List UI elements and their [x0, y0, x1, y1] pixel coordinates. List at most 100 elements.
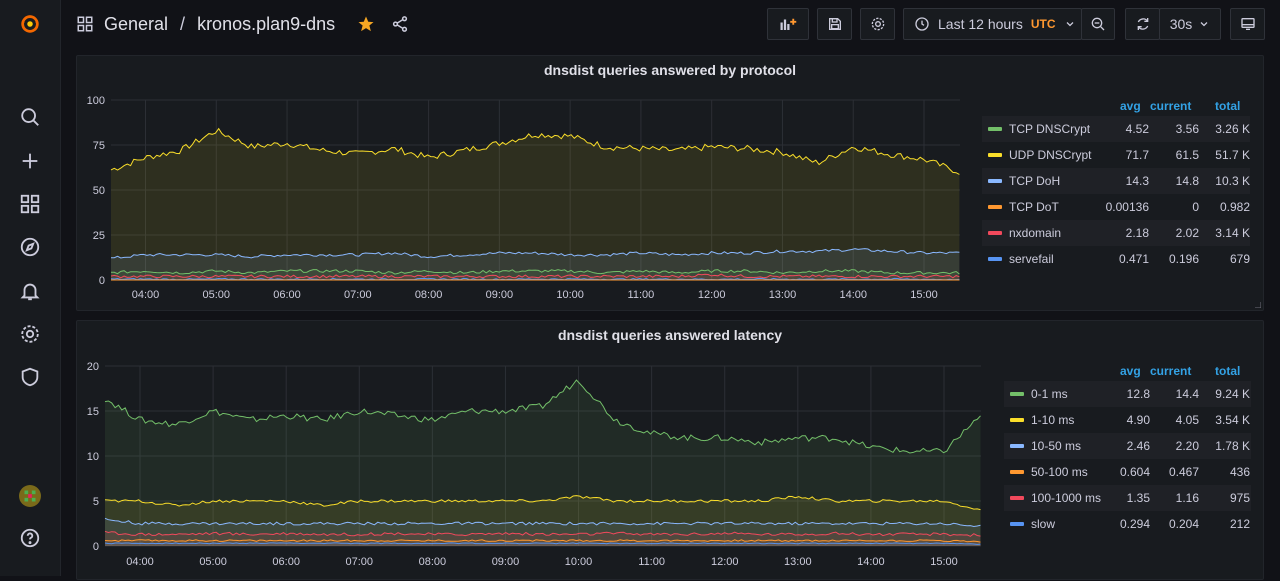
legend-row[interactable]: 50-100 ms 0.604 0.467 436 [1004, 459, 1251, 485]
legend-total-value: 3.54 K [1215, 413, 1250, 427]
add-panel-button[interactable] [767, 8, 809, 40]
legend-series-name[interactable]: servefail [1009, 252, 1054, 266]
legend: avg current total TCP DNSCrypt 4.52 3.56 3.… [982, 99, 1252, 279]
refresh-interval-picker[interactable]: 30s [1159, 8, 1221, 40]
legend-swatch[interactable] [1010, 496, 1024, 500]
legend-swatch[interactable] [1010, 522, 1024, 526]
alerting-icon[interactable] [0, 271, 60, 311]
dashboard-settings-button[interactable] [860, 8, 895, 40]
legend-row[interactable]: 0-1 ms 12.8 14.4 9.24 K [1004, 381, 1251, 407]
legend-current-value: 14.8 [1175, 174, 1199, 188]
share-icon[interactable] [391, 15, 409, 33]
plus-icon[interactable] [0, 141, 60, 181]
legend-swatch[interactable] [988, 231, 1002, 235]
series-line[interactable] [110, 273, 960, 279]
series-line[interactable] [111, 248, 960, 259]
help-icon[interactable] [0, 518, 60, 558]
legend-swatch[interactable] [988, 127, 1002, 131]
legend-total-value: 3.14 K [1215, 226, 1250, 240]
legend-swatch[interactable] [1010, 392, 1024, 396]
refresh-button[interactable] [1125, 8, 1160, 40]
legend-series-name[interactable]: 10-50 ms [1031, 439, 1082, 453]
legend-header-current[interactable]: current [1150, 364, 1192, 378]
legend-header-current[interactable]: current [1150, 99, 1192, 113]
dashboards-icon [77, 16, 93, 32]
legend-series-name[interactable]: 1-10 ms [1031, 413, 1075, 427]
legend-row[interactable]: TCP DNSCrypt 4.52 3.56 3.26 K [982, 116, 1250, 142]
panel-title[interactable]: dnsdist queries answered by protocol [543, 62, 797, 78]
legend-swatch[interactable] [1010, 444, 1024, 448]
legend-row[interactable]: slow 0.294 0.204 212 [1004, 511, 1251, 537]
save-dashboard-button[interactable] [817, 8, 852, 40]
zoom-out-button[interactable] [1081, 8, 1115, 40]
search-icon[interactable] [0, 97, 60, 137]
series-line[interactable] [110, 127, 960, 175]
legend-total-value: 10.3 K [1215, 174, 1250, 188]
configuration-icon[interactable] [0, 314, 60, 354]
legend-series-name[interactable]: TCP DoH [1009, 174, 1061, 188]
legend-swatch[interactable] [988, 257, 1002, 261]
legend-swatch[interactable] [1010, 470, 1024, 474]
legend-header-avg[interactable]: avg [1120, 99, 1141, 113]
legend-row[interactable]: 1-10 ms 4.90 4.05 3.54 K [1004, 407, 1251, 433]
series-line[interactable] [110, 269, 960, 275]
legend-avg-value: 2.18 [1125, 226, 1149, 240]
shield-icon[interactable] [0, 357, 60, 397]
legend-series-name[interactable]: slow [1031, 517, 1056, 531]
legend-row[interactable]: servefail 0.471 0.196 679 [982, 246, 1250, 272]
tv-mode-button[interactable] [1230, 8, 1265, 40]
legend-row[interactable]: TCP DoT 0.00136 0 0.982 [982, 194, 1250, 220]
legend-row[interactable]: UDP DNSCrypt 71.7 61.5 51.7 K [982, 142, 1250, 168]
x-tick-label: 14:00 [839, 289, 867, 301]
legend-total-value: 975 [1229, 491, 1250, 505]
y-tick-label: 5 [93, 496, 99, 508]
legend-series-name[interactable]: 0-1 ms [1031, 387, 1068, 401]
chevron-down-icon [1066, 22, 1073, 27]
legend-swatch[interactable] [988, 179, 1002, 183]
legend-header-total[interactable]: total [1215, 364, 1241, 378]
dashboard-title[interactable]: kronos.plan9-dns [197, 13, 336, 34]
chart-queries-by-protocol[interactable]: 0 25 50 75 100 04:00 05:00 06:00 07:00 08:00 09:00… [77, 56, 977, 312]
legend-series-name[interactable]: UDP DNSCrypt [1009, 148, 1092, 162]
x-tick-label: 14:00 [857, 556, 885, 568]
legend-series-name[interactable]: nxdomain [1009, 226, 1062, 240]
avatar[interactable] [0, 476, 60, 516]
legend-avg-value: 0.604 [1119, 465, 1150, 479]
time-range-label: Last 12 hours [938, 16, 1023, 32]
series-line[interactable] [104, 542, 981, 545]
legend-series-name[interactable]: 50-100 ms [1031, 465, 1088, 479]
series-line[interactable] [104, 530, 981, 537]
legend-avg-value: 14.3 [1125, 174, 1149, 188]
series-line[interactable] [104, 379, 981, 454]
legend-series-name[interactable]: TCP DoT [1009, 200, 1059, 214]
chevron-down-icon [1200, 22, 1208, 27]
legend-header-total[interactable]: total [1215, 99, 1241, 113]
panel-title[interactable]: dnsdist queries answered latency [557, 327, 783, 343]
legend-avg-value: 2.46 [1126, 439, 1150, 453]
series-line[interactable] [104, 495, 981, 511]
legend-swatch[interactable] [988, 153, 1002, 157]
refresh-icon [1137, 18, 1148, 30]
time-picker-button[interactable]: Last 12 hours UTC [903, 8, 1082, 40]
legend-row[interactable]: 100-1000 ms 1.35 1.16 975 [1004, 485, 1251, 511]
folder-link[interactable]: General [104, 13, 169, 34]
legend-row[interactable]: TCP DoH 14.3 14.8 10.3 K [982, 168, 1250, 194]
dashboards-icon[interactable] [0, 184, 60, 224]
legend-header-avg[interactable]: avg [1120, 364, 1141, 378]
explore-icon[interactable] [0, 227, 60, 267]
legend-swatch[interactable] [1010, 418, 1024, 422]
legend-row[interactable]: nxdomain 2.18 2.02 3.14 K [982, 220, 1250, 246]
y-tick-label: 20 [87, 361, 99, 373]
series-line[interactable] [104, 517, 981, 528]
y-tick-label: 0 [99, 275, 105, 287]
series-line[interactable] [104, 539, 981, 543]
legend-current-value: 0.196 [1168, 252, 1199, 266]
legend-series-name[interactable]: 100-1000 ms [1031, 491, 1102, 505]
star-icon[interactable] [357, 15, 375, 33]
resize-handle-icon[interactable] [1255, 302, 1261, 308]
grafana-logo[interactable] [0, 4, 60, 44]
legend-swatch[interactable] [988, 205, 1002, 209]
legend-series-name[interactable]: TCP DNSCrypt [1009, 122, 1091, 136]
chart-queries-latency[interactable]: 0 5 10 15 20 04:00 05:00 06:00 07:00 08:00 09:00 10… [77, 321, 997, 581]
legend-row[interactable]: 10-50 ms 2.46 2.20 1.78 K [1004, 433, 1251, 459]
